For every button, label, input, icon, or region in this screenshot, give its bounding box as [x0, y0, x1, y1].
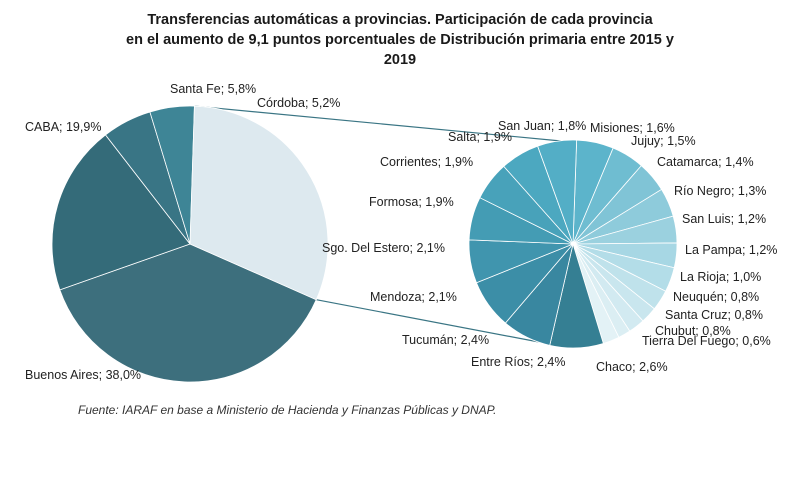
secondary-label-tierra-del-fuego: Tierra Del Fuego; 0,6%: [642, 334, 771, 348]
chart-title-line-2: en el aumento de 9,1 puntos porcentuales…: [126, 32, 674, 48]
secondary-label-san-juan: San Juan; 1,8%: [498, 119, 586, 133]
main-label-buenos-aires: Buenos Aires; 38,0%: [25, 368, 141, 382]
secondary-label-tucuman: Tucumán; 2,4%: [402, 333, 489, 347]
main-slice-caba: [51, 134, 191, 291]
chart-title-line-1: Transferencias automáticas a provincias.…: [147, 12, 653, 28]
main-label-santa-fe: Santa Fe; 5,8%: [170, 82, 256, 96]
secondary-label-mendoza: Mendoza; 2,1%: [370, 290, 457, 304]
chart-title: Transferencias automáticas a provincias.…: [60, 10, 740, 70]
secondary-label-catamarca: Catamarca; 1,4%: [657, 155, 754, 169]
secondary-label-formosa: Formosa; 1,9%: [369, 195, 454, 209]
connector-line-top: [194, 105, 562, 142]
secondary-label-salta: Salta; 1,9%: [448, 130, 512, 144]
secondary-label-la-rioja: La Rioja; 1,0%: [680, 270, 761, 284]
secondary-label-rio-negro: Río Negro; 1,3%: [674, 184, 766, 198]
secondary-label-santa-cruz: Santa Cruz; 0,8%: [665, 308, 763, 322]
secondary-label-la-pampa: La Pampa; 1,2%: [685, 243, 777, 257]
secondary-label-neuquen: Neuquén; 0,8%: [673, 290, 759, 304]
secondary-label-sgo-del-estero: Sgo. Del Estero; 2,1%: [322, 241, 445, 255]
secondary-label-jujuy: Jujuy; 1,5%: [631, 134, 696, 148]
chart-title-line-3: 2019: [383, 52, 417, 68]
main-slice-buenos-aires: [59, 243, 317, 383]
secondary-label-san-luis: San Luis; 1,2%: [682, 212, 766, 226]
secondary-label-misiones: Misiones; 1,6%: [590, 121, 675, 135]
secondary-label-corrientes: Corrientes; 1,9%: [380, 155, 473, 169]
secondary-slice-salta: [537, 139, 578, 245]
secondary-label-chaco: Chaco; 2,6%: [596, 360, 668, 374]
secondary-label-chubut: Chubut; 0,8%: [655, 324, 731, 338]
main-slice-resto: [189, 105, 329, 301]
connector-line-bottom: [316, 299, 566, 348]
main-label-cordoba: Córdoba; 5,2%: [257, 96, 340, 110]
source-note: Fuente: IARAF en base a Ministerio de Ha…: [78, 403, 497, 417]
main-label-caba: CABA; 19,9%: [25, 120, 101, 134]
secondary-label-entre-rios: Entre Ríos; 2,4%: [471, 355, 566, 369]
